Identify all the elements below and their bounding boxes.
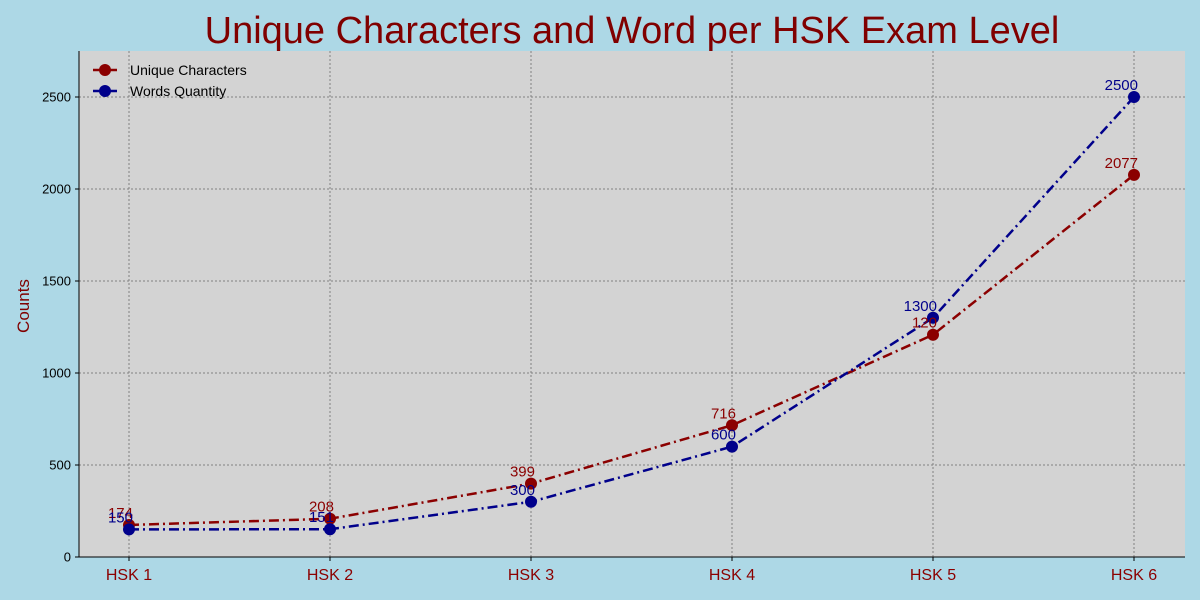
axes: 0 500 1000 1500 2000 2500 HSK 1 HSK 2 HSK 3 HSK 4… <box>42 51 1185 584</box>
x-tick-label: HSK 3 <box>508 567 554 584</box>
y-tick-label: 1500 <box>42 274 71 289</box>
plot-area <box>79 51 1185 557</box>
chart-title: Unique Characters and Word per HSK Exam … <box>205 10 1060 52</box>
data-point <box>123 523 135 536</box>
legend-marker <box>99 85 111 97</box>
data-label: 2077 <box>1105 155 1138 172</box>
data-label: 2500 <box>1105 77 1138 94</box>
y-tick-label: 500 <box>49 458 71 473</box>
data-point <box>525 495 537 508</box>
legend-label: Words Quantity <box>130 83 226 99</box>
legend-label: Unique Characters <box>130 62 247 78</box>
data-label: 151 <box>309 509 334 526</box>
data-label: 600 <box>711 427 736 444</box>
data-point <box>324 523 336 536</box>
data-label: 399 <box>510 464 535 481</box>
data-point <box>726 440 738 453</box>
data-point <box>1128 168 1140 181</box>
data-point <box>927 311 939 324</box>
series-line <box>128 96 1135 531</box>
data-labels: 174 208 399 716 120 2077 150 151 300 600 1300 2500 <box>108 77 1138 526</box>
data-point <box>726 419 738 432</box>
series-line <box>128 173 1135 527</box>
data-label: 208 <box>309 499 334 516</box>
legend-marker <box>99 64 111 76</box>
data-point <box>1128 91 1140 103</box>
grid <box>79 51 1185 557</box>
data-label: 716 <box>711 405 736 422</box>
y-tick-label: 2000 <box>42 182 71 197</box>
data-point <box>324 512 336 525</box>
y-tick-label: 0 <box>64 550 71 565</box>
x-tick-label: HSK 2 <box>307 567 353 584</box>
legend: Unique Characters Words Quantity <box>93 62 247 99</box>
data-label: 150 <box>108 509 133 526</box>
data-label: 300 <box>510 482 535 499</box>
data-label: 174 <box>108 505 133 522</box>
data-label: 120 <box>912 315 937 332</box>
data-point <box>525 477 537 490</box>
y-tick-label: 1000 <box>42 366 71 381</box>
series-layer <box>123 91 1140 536</box>
x-tick-label: HSK 5 <box>910 567 956 584</box>
y-axis-label: Counts <box>14 279 33 333</box>
data-label: 1300 <box>904 298 937 315</box>
data-point <box>927 328 939 341</box>
x-tick-label: HSK 1 <box>106 567 152 584</box>
x-tick-label: HSK 6 <box>1111 567 1157 584</box>
x-tick-label: HSK 4 <box>709 567 755 584</box>
y-tick-label: 2500 <box>42 90 71 105</box>
